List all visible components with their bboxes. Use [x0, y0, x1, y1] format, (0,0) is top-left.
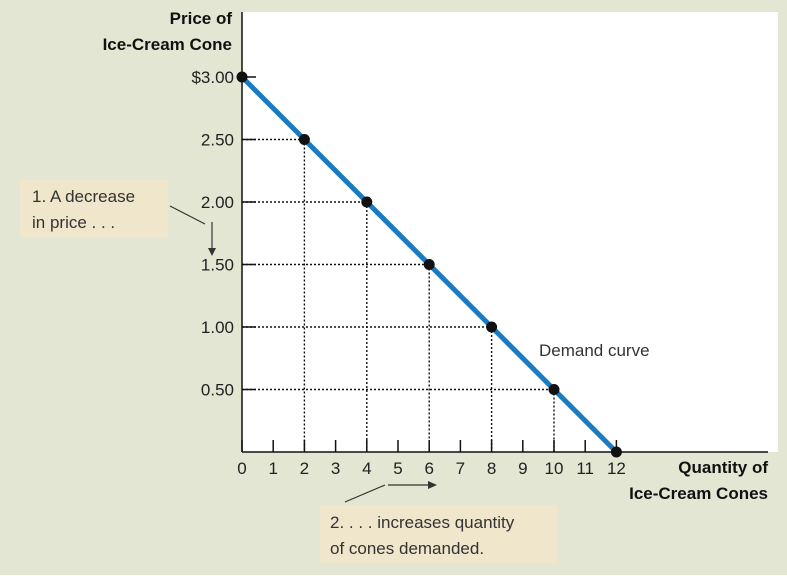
annotation-2-connector	[344, 484, 386, 503]
y-tick-label-0.5: 0.50	[201, 381, 234, 400]
data-point-8	[486, 321, 498, 333]
annotation-2-box	[320, 505, 557, 563]
x-tick-label-0: 0	[237, 459, 246, 478]
y-tick-label-1: 1.00	[201, 318, 234, 337]
data-points	[236, 71, 622, 458]
x-tick-label-4: 4	[362, 459, 371, 478]
x-axis-title-line-2: Ice-Cream Cones	[629, 484, 768, 503]
x-tick-labels: 0 1 2 3 4 5 6 7 8 9 10 11 12	[237, 459, 626, 478]
x-tick-label-5: 5	[393, 459, 402, 478]
annotation-2-arrowhead	[428, 481, 437, 489]
x-tick-label-9: 9	[518, 459, 527, 478]
annotation-2-line-2: of cones demanded.	[330, 539, 484, 558]
y-tick-label-2.5: 2.50	[201, 131, 234, 150]
x-tick-label-11: 11	[576, 459, 594, 478]
plot-area	[242, 12, 778, 452]
data-point-0	[236, 71, 248, 83]
annotation-2-line-1: 2. . . . increases quantity	[330, 513, 515, 532]
y-axis-title-line-1: Price of	[170, 9, 233, 28]
annotation-1-line-1: 1. A decrease	[32, 187, 135, 206]
annotation-1-connector	[169, 205, 206, 225]
data-point-2	[298, 134, 310, 145]
x-tick-label-3: 3	[331, 459, 340, 478]
annotation-1-box	[20, 180, 168, 238]
x-tick-label-1: 1	[268, 459, 277, 478]
x-tick-label-7: 7	[456, 459, 465, 478]
data-point-10	[548, 384, 560, 395]
x-tick-label-6: 6	[424, 459, 433, 478]
y-tick-label-1.5: 1.50	[201, 256, 234, 275]
curve-label: Demand curve	[539, 341, 650, 360]
x-tick-label-2: 2	[300, 459, 309, 478]
x-axis-title-line-1: Quantity of	[678, 458, 768, 477]
data-point-6	[423, 259, 435, 270]
x-tick-label-10: 10	[545, 459, 564, 478]
annotation-1-arrowhead	[208, 248, 216, 256]
y-tick-label-2: 2.00	[201, 193, 234, 212]
y-tick-label-3: $3.00	[191, 68, 234, 87]
x-tick-label-12: 12	[607, 459, 626, 478]
data-point-4	[361, 196, 373, 208]
y-axis-title-line-2: Ice-Cream Cone	[103, 35, 232, 54]
annotation-1-line-2: in price . . .	[32, 213, 115, 232]
data-point-12	[610, 446, 622, 458]
y-tick-labels: $3.00 2.50 2.00 1.50 1.00 0.50	[191, 68, 234, 400]
x-tick-label-8: 8	[487, 459, 496, 478]
